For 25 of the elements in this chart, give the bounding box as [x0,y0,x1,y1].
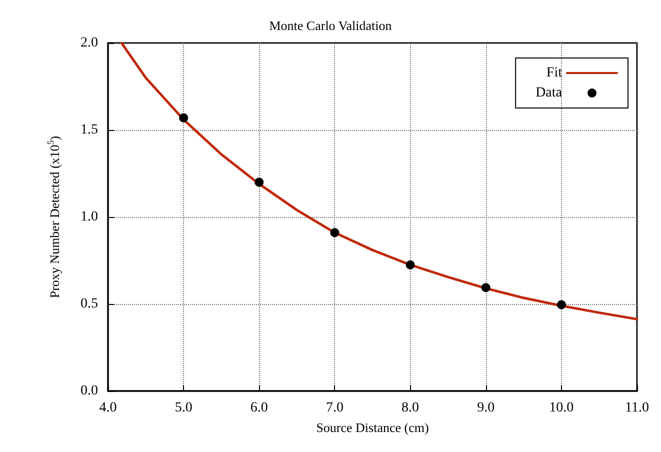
y-axis-title: Proxy Number Detected (x105) [46,136,62,298]
x-tick-label: 11.0 [625,400,649,416]
x-tick-label: 10.0 [549,400,574,416]
x-tick-label: 7.0 [326,400,344,416]
x-tick-label: 5.0 [174,400,192,416]
legend-label: Data [536,86,563,100]
point [406,260,415,270]
point [179,113,188,122]
point [556,300,566,310]
y-tick-label: 1.5 [80,122,98,138]
y-tick-label: 0.5 [80,296,98,312]
legend-label: Fit [546,66,562,80]
point [330,228,340,238]
chart-title: Monte Carlo Validation [269,18,392,33]
x-tick-label: 8.0 [402,400,420,416]
point [254,178,264,187]
x-axis-title: Source Distance (cm) [316,420,429,435]
x-tick-label: 4.0 [99,400,117,416]
point [481,283,490,292]
x-tick-label: 9.0 [477,400,495,416]
y-tick-label: 0.0 [80,384,98,398]
x-tick-label: 6.0 [250,400,268,416]
line-series [120,42,638,320]
y-tick-label: 2.0 [80,36,98,50]
y-tick-label: 1.0 [80,210,98,224]
